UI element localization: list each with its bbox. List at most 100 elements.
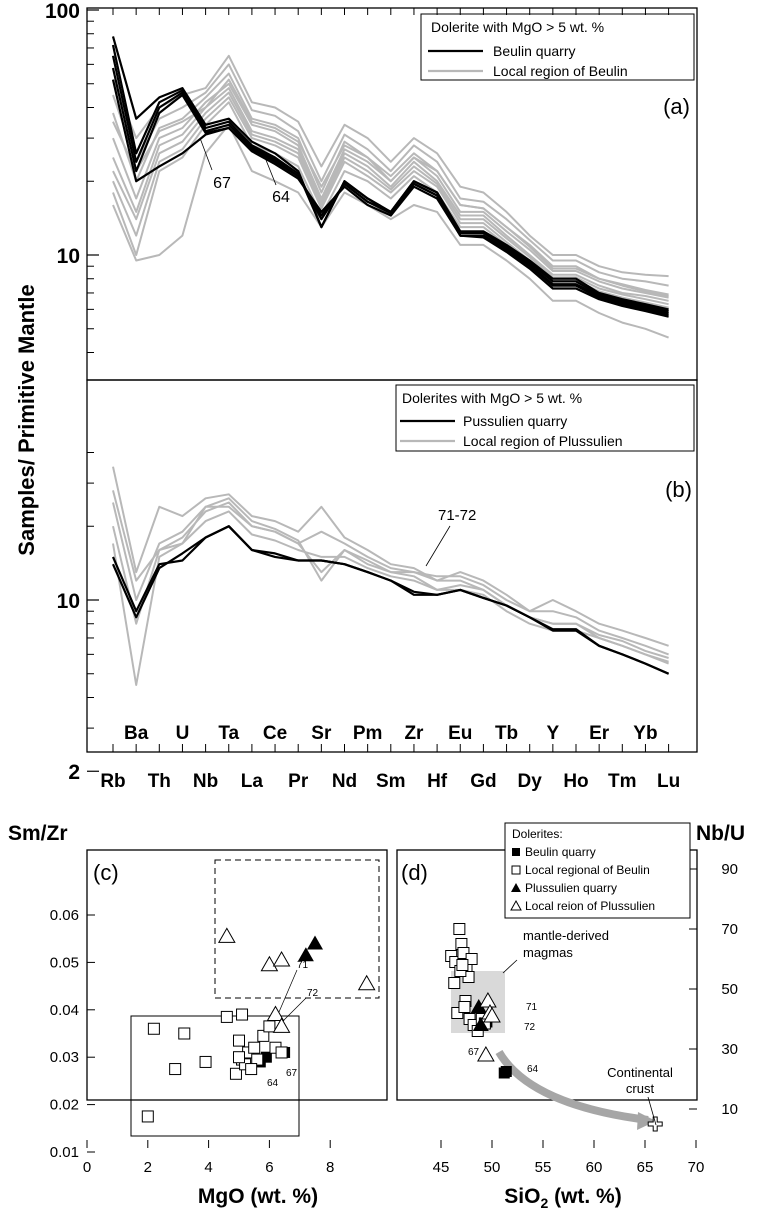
panel-c-point-open-square <box>229 1067 242 1080</box>
legend-d-marker-local-plussulien <box>510 899 522 911</box>
panel-c-point-open-triangle <box>357 974 376 991</box>
element-labels: Rb Ba Th U Nb Ta La Ce Pr Sr Nd Pm Sm Zr Hf Eu Gd Tb Dy Y Ho… <box>100 723 680 792</box>
panel-d-point-open-triangle <box>479 991 497 1008</box>
panel-c-y-tick-label: 0.06 <box>50 907 79 924</box>
element-label-la: La <box>241 771 264 792</box>
panel-c-y-tick-label: 0.01 <box>50 1144 79 1161</box>
legend-d-item-local-plussulien: Local reion of Plussulien <box>525 899 655 913</box>
crust-trend-arrowhead <box>637 1112 656 1130</box>
panel-c-y-tick-label: 0.04 <box>50 1002 79 1019</box>
legend-d-title: Dolerites: <box>512 827 563 841</box>
panel-c-point-open-square <box>169 1063 182 1076</box>
element-label-hf: Hf <box>427 771 448 792</box>
panel-c-point-open-square <box>199 1055 212 1068</box>
panel-d-points <box>445 923 663 1132</box>
panel-d-x-tick-label: 65 <box>637 1159 654 1176</box>
panel-c-point-open-square <box>220 1010 233 1023</box>
annotation-c-67: 67 <box>286 1068 298 1079</box>
annotation-crust-2: crust <box>626 1081 655 1096</box>
annotation-c-64: 64 <box>267 1078 279 1089</box>
y-axis-label-ab: Samples/ Primitive Mantle <box>14 284 39 555</box>
legend-d-marker-beulin <box>512 848 520 856</box>
panel-c-y-tick-label: 0.02 <box>50 1097 79 1114</box>
crust-trend-arrow <box>495 1049 649 1124</box>
panel-a: 100 10 (a) 67 64 Dolerite with MgO > 5 wt… <box>45 0 698 381</box>
panel-c-point-open-square <box>141 1110 154 1123</box>
panel-a-region-line-5 <box>112 91 669 306</box>
panel-d-point-open-triangle <box>483 1006 501 1023</box>
element-label-dy: Dy <box>518 771 543 792</box>
panel-a-y-tick-label: 10 <box>57 245 80 268</box>
panel-c-y-tick-label: 0.03 <box>50 1049 79 1066</box>
annotation-d-71: 71 <box>526 1002 538 1013</box>
element-label-th: Th <box>148 771 171 792</box>
panel-d-point-filled-square <box>500 1066 512 1077</box>
annotation-d-72: 72 <box>524 1022 536 1033</box>
legend-a-title: Dolerite with MgO > 5 wt. % <box>431 19 604 35</box>
mantle-pointer <box>502 959 518 974</box>
panel-a-region-line-9 <box>112 78 669 297</box>
panel-b-y-ticks: 10 2 <box>57 451 99 784</box>
annotation-mantle-1: mantle-derived <box>523 928 609 943</box>
panel-d-x-tick-label: 55 <box>535 1159 552 1176</box>
legend-d-item-plussulien: Plussulien quarry <box>525 881 617 895</box>
panel-a-quarry-line-14 <box>111 79 669 318</box>
panel-b-label: (b) <box>665 477 692 502</box>
panel-b-y-tick-label: 2 <box>68 761 80 784</box>
panel-b-series <box>111 466 670 686</box>
annotation-64-pointer <box>265 159 277 186</box>
annotation-d-64: 64 <box>527 1064 539 1075</box>
panel-c-axes: 0 2 4 6 8 0.01 0.02 0.03 0.04 0.05 0.06 <box>50 907 335 1176</box>
panel-d: Nb/U (d) mantle-derived magmas 45 50 55 60 6… <box>396 822 745 1211</box>
panel-d-point-open-square <box>456 959 469 971</box>
panel-a-y-ticks: 100 10 <box>45 0 99 353</box>
annotation-mantle-2: magmas <box>523 945 573 960</box>
panel-a-legend: Dolerite with MgO > 5 wt. % Beulin quarr… <box>420 13 695 81</box>
panel-c-x-tick-label: 2 <box>144 1159 152 1176</box>
panel-d-x-label: SiO2 (wt. %) <box>504 1185 621 1211</box>
panel-d-y-tick-label: 30 <box>721 1041 738 1058</box>
panel-c-point-open-square <box>147 1022 160 1035</box>
legend-b-item-region: Local region of Plussulien <box>463 433 623 449</box>
panel-d-y-label: Nb/U <box>696 822 745 845</box>
panel-c-point-open-square <box>275 1046 288 1059</box>
panel-a-label: (a) <box>663 94 690 119</box>
panel-d-x-tick-label: 70 <box>688 1159 705 1176</box>
annotation-64: 64 <box>272 189 290 206</box>
panel-c-y-label: Sm/Zr <box>8 822 68 845</box>
element-label-sm: Sm <box>376 771 406 792</box>
panel-d-point-filled-triangle <box>470 999 487 1013</box>
panel-b: 10 2 (b) 71-72 Dolerites with MgO > 5 wt.… <box>57 379 698 784</box>
panel-c-point-open-triangle <box>272 1017 291 1033</box>
panel-d-y-tick-label: 90 <box>721 861 738 878</box>
panel-b-legend: Dolerites with MgO > 5 wt. % Pussulien q… <box>395 384 695 452</box>
legend-d-marker-local-beulin <box>511 865 521 875</box>
panel-c-dashed-box <box>214 859 380 999</box>
element-label-y: Y <box>547 723 560 744</box>
panel-a-y-tick-label: 100 <box>45 0 80 23</box>
panel-c-point-filled-triangle <box>297 947 314 962</box>
element-label-ta: Ta <box>218 723 239 744</box>
legend-d-item-local-beulin: Local regional of Beulin <box>525 863 650 877</box>
crust-pointer <box>647 1096 657 1126</box>
panel-c-x-label: MgO (wt. %) <box>198 1185 318 1208</box>
element-label-ba: Ba <box>124 723 149 744</box>
element-label-rb: Rb <box>100 771 125 792</box>
panel-d-axes: 45 50 55 60 65 70 10 30 50 70 90 <box>433 861 738 1176</box>
annotation-d-67: 67 <box>468 1047 480 1058</box>
panel-b-region-line-4 <box>112 510 669 686</box>
annotation-71-72: 71-72 <box>438 507 476 524</box>
panel-d-point-open-triangle <box>477 1045 495 1062</box>
panel-a-region-line-2 <box>112 72 669 296</box>
legend-b-title: Dolerites with MgO > 5 wt. % <box>402 390 582 406</box>
panel-d-x-tick-label: 50 <box>484 1159 501 1176</box>
panel-c-label: (c) <box>93 860 119 885</box>
element-label-nd: Nd <box>332 771 357 792</box>
panel-c-point-open-square <box>233 1051 245 1064</box>
panel-d-x-tick-label: 45 <box>433 1159 450 1176</box>
element-label-gd: Gd <box>470 771 496 792</box>
panel-c-solid-box <box>130 1015 300 1137</box>
element-label-eu: Eu <box>448 723 472 744</box>
panel-c-x-tick-label: 8 <box>326 1159 334 1176</box>
